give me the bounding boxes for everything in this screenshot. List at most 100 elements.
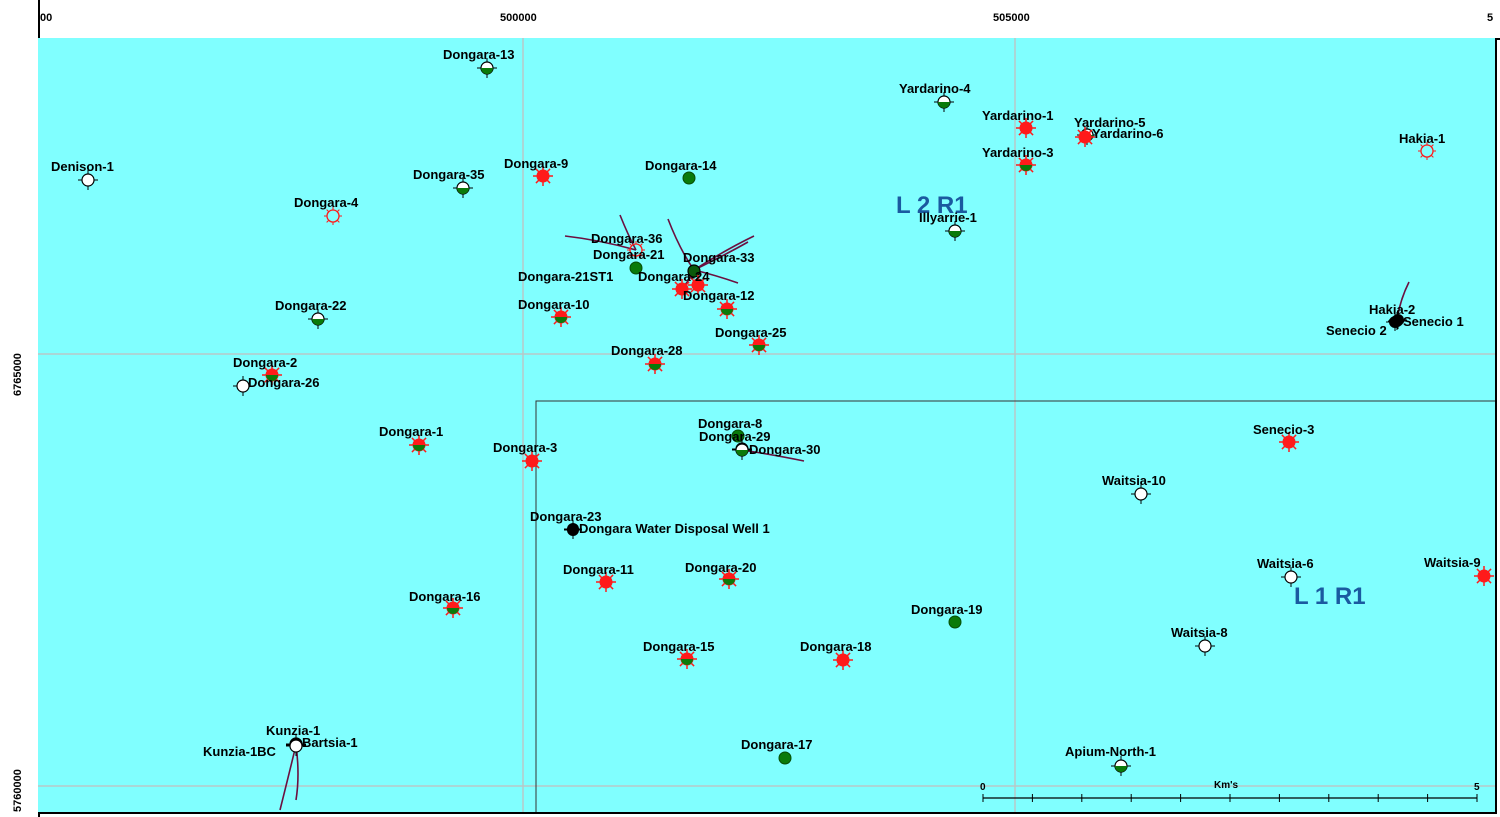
well-symbol-oil: [629, 261, 643, 275]
well-label: Dongara-16: [409, 589, 481, 604]
well-label: Dongara-17: [741, 737, 813, 752]
well-label: Waitsia-9: [1424, 555, 1481, 570]
well-symbol-oil-half: [732, 440, 752, 460]
well-label: Senecio 1: [1403, 314, 1464, 329]
well-symbol-gas-oil: [443, 598, 463, 618]
well-trajectory: [619, 214, 637, 251]
well-symbol-oil-dark: [687, 264, 701, 278]
scale-bar-unit-label: Km's: [1214, 780, 1238, 791]
well-label: Yardarino-1: [982, 108, 1054, 123]
map-canvas[interactable]: L 2 R1 L 1 R1 Dongara-13 Denison-1 Dongara-3…: [38, 38, 1497, 814]
well-symbol-gas-show: [1418, 142, 1436, 160]
y-tick-label: 6765000: [12, 353, 24, 396]
well-label: Waitsia-8: [1171, 625, 1228, 640]
well-symbol-water: [1389, 311, 1407, 329]
well-label: Yardarino-6: [1092, 126, 1164, 141]
well-label: Dongara-21: [593, 247, 665, 262]
well-label: Dongara-14: [645, 158, 717, 173]
well-symbol-dry: [78, 170, 98, 190]
well-label: Dongara-22: [275, 298, 347, 313]
well-label: Dongara-1: [379, 424, 443, 439]
well-symbol-gas: [688, 275, 708, 295]
scale-bar-start-label: 0: [980, 782, 986, 793]
well-symbol-gas-oil: [551, 307, 571, 327]
well-symbol-gas-oil: [719, 569, 739, 589]
well-label: Dongara-21ST1: [518, 269, 613, 284]
well-symbol-dry: [286, 736, 306, 756]
well-symbol-dry: [1281, 567, 1301, 587]
well-label: Dongara-20: [685, 560, 757, 575]
well-label: Dongara-23: [530, 509, 602, 524]
well-symbol-dry: [1195, 636, 1215, 656]
well-symbol-gas: [1279, 432, 1299, 452]
well-trajectory: [279, 744, 297, 811]
x-tick-label: 5: [1487, 12, 1494, 24]
well-label: Waitsia-10: [1102, 473, 1166, 488]
well-symbol-gas: [833, 650, 853, 670]
well-label: Kunzia-1BC: [203, 744, 277, 759]
well-symbol-dry: [233, 376, 253, 396]
well-label: Dongara-28: [611, 343, 683, 358]
well-symbol-gas: [1075, 127, 1095, 147]
permit-label: L 2 R1: [896, 192, 968, 219]
well-label: Hakia-1: [1399, 131, 1445, 146]
well-symbol-gas-show: [324, 207, 342, 225]
x-coordinate-ruler: 00 500000 505000 5: [0, 0, 1500, 40]
well-label: Dongara-10: [518, 297, 590, 312]
well-symbol-oil-half: [453, 178, 473, 198]
well-symbol-oil-half: [308, 309, 328, 329]
x-tick-label: 500000: [500, 12, 537, 24]
well-symbol-gas-oil: [409, 435, 429, 455]
well-label: Dongara-13: [443, 47, 515, 62]
well-label: Bartsia-1: [302, 735, 358, 750]
well-label: Apium-North-1: [1065, 744, 1156, 759]
well-label: Illyarrie-1: [919, 210, 977, 225]
well-symbol-gas: [533, 166, 553, 186]
well-symbol-gas: [1016, 118, 1036, 138]
well-label: Yardarino-5: [1074, 115, 1146, 130]
well-label: Dongara-36: [591, 231, 663, 246]
well-symbol-gas-show: [627, 241, 645, 259]
well-symbol-gas-oil: [1016, 155, 1036, 175]
y-coordinate-ruler: 6765000 5760000: [0, 0, 40, 817]
well-symbol-gas: [1474, 566, 1494, 586]
well-label: Dongara Water Disposal Well 1: [579, 521, 770, 536]
well-symbol-oil: [778, 751, 792, 765]
well-label: Dongara-33: [683, 250, 755, 265]
well-symbol-gas-oil: [749, 335, 769, 355]
well-symbol-dry: [1131, 484, 1151, 504]
well-label: Dongara-15: [643, 639, 715, 654]
y-tick-label: 5760000: [12, 769, 24, 812]
well-label: Senecio-3: [1253, 422, 1314, 437]
well-label: Yardarino-3: [982, 145, 1054, 160]
x-tick-label: 00: [40, 12, 53, 24]
well-label: Dongara-2: [233, 355, 297, 370]
well-label: Dongara-3: [493, 440, 557, 455]
well-symbol-oil-half: [477, 58, 497, 78]
well-label: Dongara-19: [911, 602, 983, 617]
well-symbol-oil: [731, 429, 745, 443]
well-label: Denison-1: [51, 159, 114, 174]
x-tick-label: 505000: [993, 12, 1030, 24]
well-label: Dongara-29: [699, 429, 771, 444]
well-symbol-gas-oil: [677, 649, 697, 669]
well-label: Hakia-2: [1369, 302, 1415, 317]
well-label: Dongara-25: [715, 325, 787, 340]
well-symbol-gas: [596, 572, 616, 592]
well-label: Kunzia-1: [266, 723, 320, 738]
well-symbol-oil-half: [1111, 756, 1131, 776]
well-label: Dongara-9: [504, 156, 568, 171]
well-label: Dongara-12: [683, 288, 755, 303]
well-label: Dongara-26: [248, 375, 320, 390]
well-label: Dongara-30: [749, 442, 821, 457]
well-label: Dongara-24: [638, 269, 710, 284]
well-symbol-oil: [948, 615, 962, 629]
well-label: Dongara-35: [413, 167, 485, 182]
well-symbol-oil-half: [945, 221, 965, 241]
well-label: Senecio 2: [1326, 323, 1387, 338]
well-label: Waitsia-6: [1257, 556, 1314, 571]
well-symbol-gas: [522, 451, 542, 471]
well-trajectory: [564, 235, 637, 251]
well-label: Dongara-4: [294, 195, 359, 210]
